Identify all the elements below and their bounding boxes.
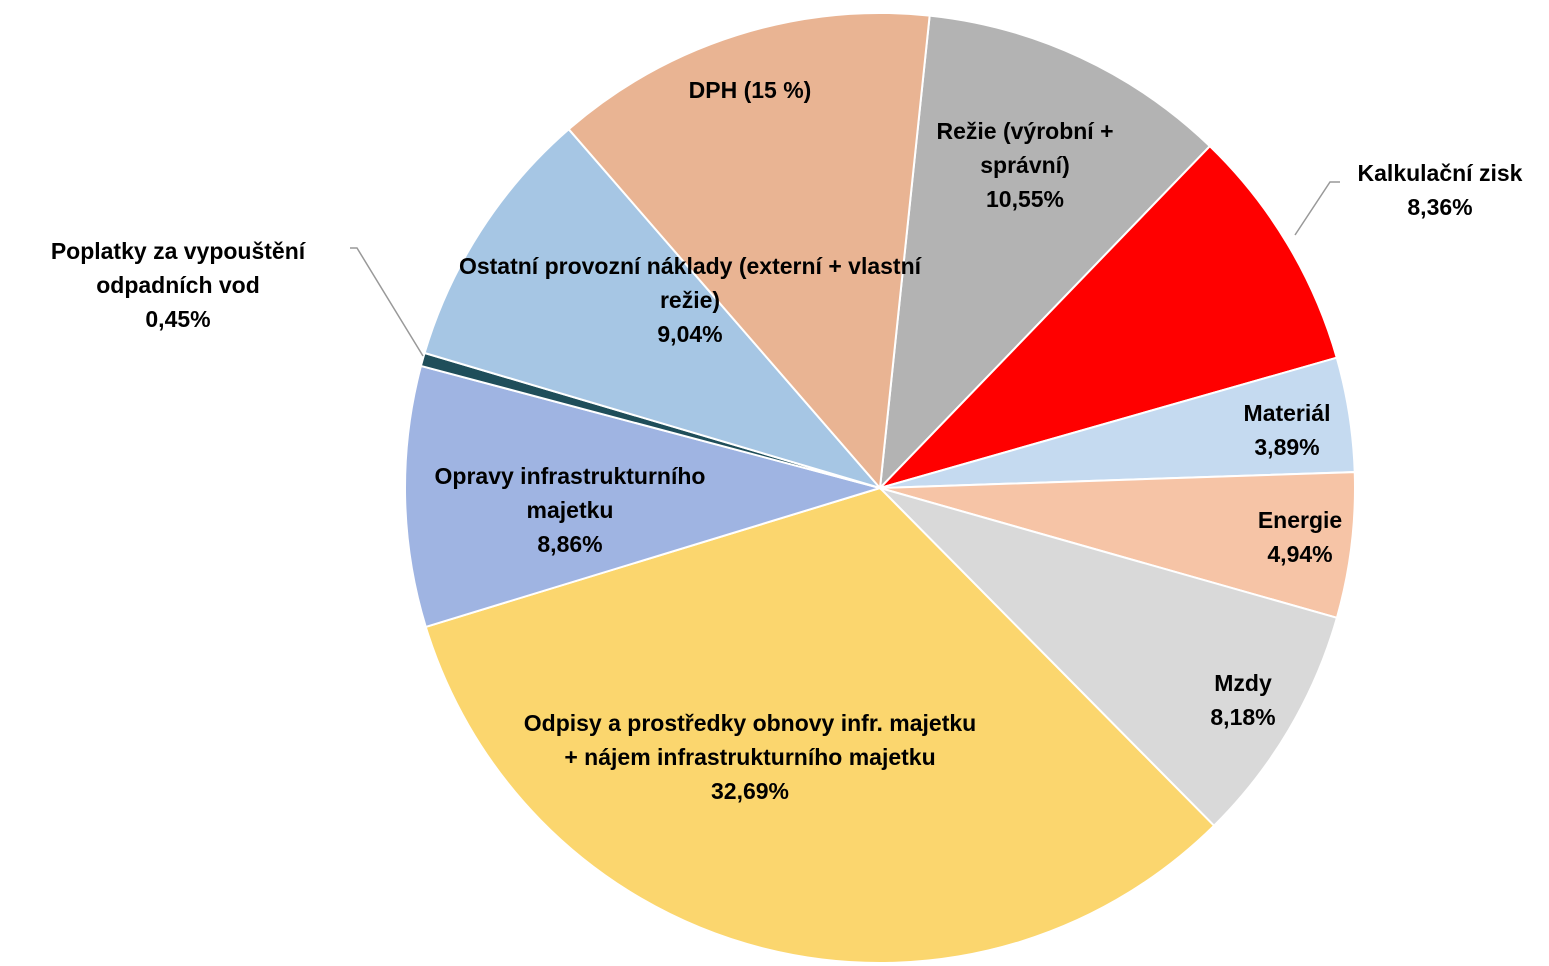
category-name: Kalkulační zisk [1357,160,1523,186]
category-name: Poplatky za vypouštění odpadních vod [50,238,306,298]
value-label: 3,89% [1254,434,1320,460]
slice-label: Mzdy 8,18% [1168,666,1318,734]
value-label: 8,86% [537,531,603,557]
slice-label: Energie 4,94% [1225,503,1375,571]
value-label: 8,36% [1407,194,1473,220]
pie-slice [424,486,1216,964]
value-label: 32,69% [710,778,789,804]
slice-label: Materiál 3,89% [1212,396,1362,464]
value-label: 8,18% [1210,704,1276,730]
category-name: Energie [1257,507,1343,533]
leader-line [350,247,424,357]
leader-line [1294,181,1340,236]
value-label: 10,55% [985,186,1064,212]
slice-label: Odpisy a prostředky obnovy infr. majetku… [515,706,985,808]
pie-slice [423,127,884,490]
category-name: Režie (výrobní + správní) [936,118,1114,178]
pie-slice [567,12,931,491]
slice-label: DPH (15 %) [640,73,860,107]
value-label: 4,94% [1267,541,1333,567]
category-name: Materiál [1243,400,1331,426]
pie-slice [404,364,884,629]
category-name: Ostatní provozní náklady (externí + vlas… [458,253,922,313]
category-name: Opravy infrastrukturního majetku [434,463,706,523]
slice-label: Režie (výrobní + správní) 10,55% [930,114,1120,216]
slice-label: Opravy infrastrukturního majetku 8,86% [390,459,750,561]
slice-label: Poplatky za vypouštění odpadních vod 0,45… [0,234,358,336]
slice-label: Kalkulační zisk 8,36% [1320,156,1549,224]
category-name: DPH (15 %) [688,77,812,103]
value-label: 0,45% [145,306,211,332]
category-name: Odpisy a prostředky obnovy infr. majetku… [523,710,977,770]
pie-slice [876,144,1339,490]
value-label: 9,04% [657,321,723,347]
category-name: Mzdy [1214,670,1272,696]
pie-slice [879,471,1356,620]
pie-slice [878,14,1212,491]
pie-slice [876,485,1339,828]
slice-label: Ostatní provozní náklady (externí + vlas… [450,249,930,351]
